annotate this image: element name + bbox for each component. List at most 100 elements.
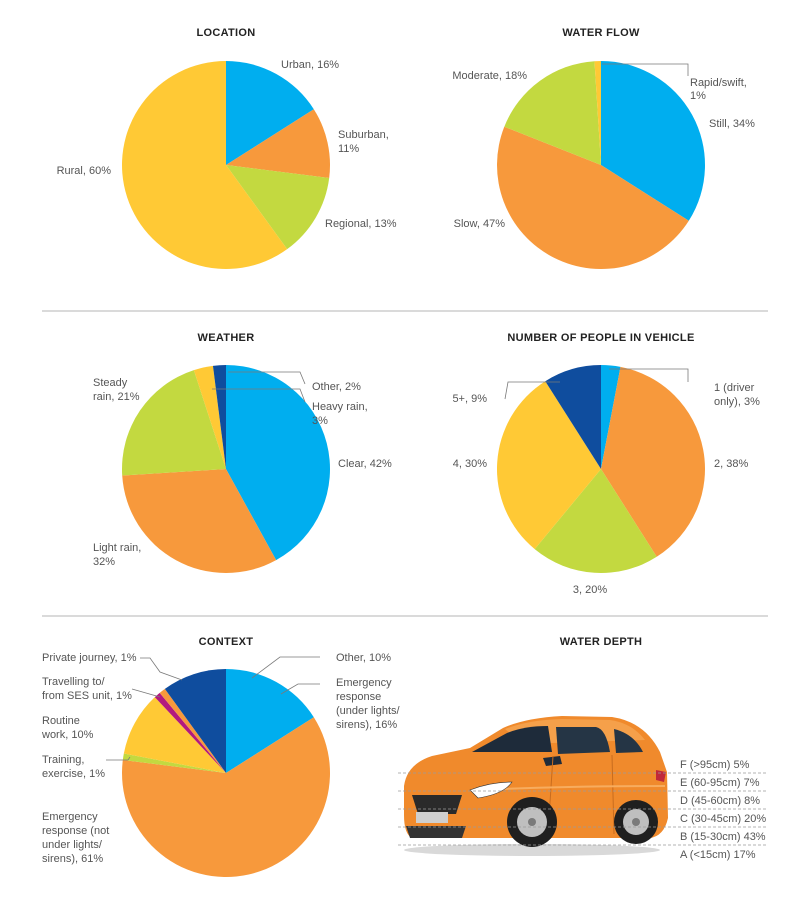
car-grille [412,795,462,814]
pie-2-slice-1 [122,469,277,573]
label-driver-only-2: only), 3% [714,396,760,408]
label-steady-rain-2: rain, 21% [93,391,140,403]
label-four: 4, 30% [453,458,487,470]
pie-context [122,669,330,877]
leader-five-plus [504,381,560,400]
label-other-weather: Other, 2% [312,381,361,393]
label-private-journey: Private journey, 1% [42,652,137,664]
pie-1-slice-1 [497,126,689,270]
label-urban: Urban, 16% [281,59,339,71]
label-travelling-2: from SES unit, 1% [42,690,132,702]
pie-4-slice-5 [159,688,226,773]
pie-0-slice-3 [121,61,288,269]
label-suburban-2: 11% [338,143,359,155]
pie-3-slice-0 [601,365,621,469]
leader-emergency-under [280,683,320,695]
pie-2-slice-3 [193,365,226,469]
depth-lines [398,772,768,846]
pie-3-slice-1 [601,366,706,557]
pie-2-slice-2 [122,370,226,476]
pie-0-slice-2 [226,165,330,250]
label-emergency-under-2: response [336,691,381,703]
title-water-depth: WATER DEPTH [560,636,643,648]
car-front-hub [528,818,536,826]
label-regional: Regional, 13% [325,218,397,230]
label-rapid-2: 1% [690,90,706,102]
label-suburban-1: Suburban, [338,129,389,141]
label-training-2: exercise, 1% [42,768,105,780]
depth-label-c: C (30-45cm) 20% [680,813,766,825]
pie-1-slice-2 [504,61,601,166]
title-people-in-vehicle: NUMBER OF PEOPLE IN VEHICLE [507,332,694,344]
title-context: CONTEXT [199,636,254,648]
label-training-1: Training, [42,754,84,766]
pie-4-slice-3 [123,697,226,773]
depth-label-b: B (15-30cm) 43% [680,831,766,843]
car-shadow [404,844,660,856]
pie-2-slice-4 [212,365,226,469]
car-rear-window [614,729,643,753]
car-lower-intake [406,826,466,838]
pie-location [121,61,330,269]
car-rear-hub [632,818,640,826]
label-clear: Clear, 42% [338,458,392,470]
pie-3-slice-3 [497,381,601,550]
leader-lines [106,63,689,761]
pie-water-flow [497,61,705,270]
label-two: 2, 38% [714,458,748,470]
label-slow: Slow, 47% [454,218,506,230]
car-number-plate [416,812,448,823]
label-other-context: Other, 10% [336,652,391,664]
leader-training [106,756,131,761]
title-water-flow: WATER FLOW [562,27,640,39]
car-front-window [556,727,610,754]
label-light-rain-2: 32% [93,556,115,568]
car-headlight [469,781,513,799]
pie-0-slice-0 [226,61,314,165]
pie-1-slice-3 [594,61,601,165]
depth-label-f: F (>95cm) 5% [680,759,750,771]
label-emergency-not-3: under lights/ [42,839,103,851]
label-still: Still, 34% [709,118,755,130]
leader-other-weather [228,371,306,385]
label-heavy-rain-2: 3% [312,415,328,427]
label-emergency-under-1: Emergency [336,677,392,689]
pie-4-slice-2 [122,753,226,773]
pie-4-slice-4 [154,692,226,773]
car-illustration [404,716,668,856]
depth-label-a: A (<15cm) 17% [680,849,756,861]
label-travelling-1: Travelling to/ [42,676,106,688]
leader-heavy-rain [212,388,306,403]
label-emergency-not-4: sirens), 61% [42,853,103,865]
leader-rapid-swift [602,63,689,76]
label-rural: Rural, 60% [57,165,112,177]
label-emergency-not-1: Emergency [42,811,98,823]
pie-2-slice-0 [226,365,330,561]
pie-4-slice-1 [122,717,330,877]
pie-3-slice-2 [534,469,657,574]
label-rapid-1: Rapid/swift, [690,77,747,89]
label-heavy-rain-1: Heavy rain, [312,401,368,413]
label-five-plus: 5+, 9% [452,393,487,405]
label-routine-1: Routine [42,715,80,727]
leader-driver-only [609,368,689,382]
pie-1-slice-0 [601,61,705,221]
label-emergency-under-4: sirens), 16% [336,719,397,731]
label-three: 3, 20% [573,584,607,596]
pie-weather [122,365,330,573]
title-location: LOCATION [196,27,255,39]
leader-other-context [251,656,320,679]
depth-label-e: E (60-95cm) 7% [680,777,760,789]
leader-travelling [131,688,161,698]
label-emergency-not-2: response (not [42,825,109,837]
pie-4-slice-0 [226,669,314,773]
pie-people-in-vehicle [497,365,706,574]
pie-0-slice-1 [226,109,330,179]
label-emergency-under-3: (under lights/ [336,705,401,717]
leader-private-journey [140,657,183,681]
label-steady-rain-1: Steady [93,377,128,389]
title-weather: WEATHER [198,332,255,344]
label-moderate: Moderate, 18% [452,70,527,82]
label-light-rain-1: Light rain, [93,542,141,554]
